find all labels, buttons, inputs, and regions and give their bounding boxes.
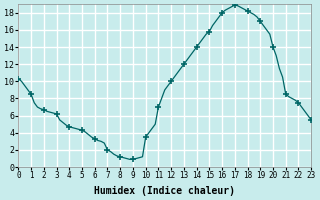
X-axis label: Humidex (Indice chaleur): Humidex (Indice chaleur) xyxy=(94,186,235,196)
